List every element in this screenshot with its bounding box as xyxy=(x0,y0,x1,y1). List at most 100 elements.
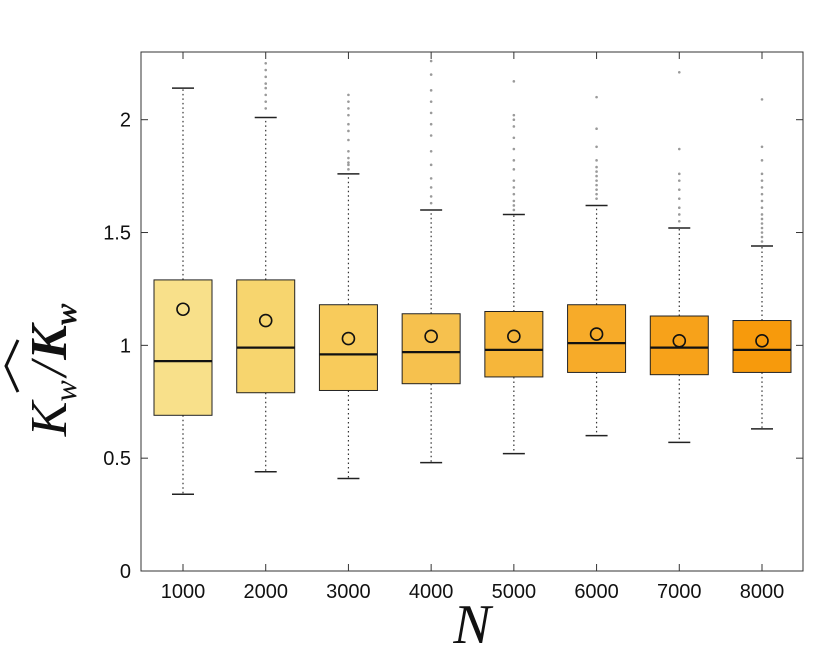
box xyxy=(649,315,709,376)
outlier-point xyxy=(264,86,268,90)
outlier-point xyxy=(347,93,350,97)
outlier-point xyxy=(677,213,681,216)
outlier-point xyxy=(760,199,764,203)
mean-marker xyxy=(424,329,438,344)
outlier-point xyxy=(512,159,516,162)
outlier-point xyxy=(347,156,350,160)
outlier-point xyxy=(512,179,516,182)
boxes-layer xyxy=(153,59,792,496)
outlier-point xyxy=(512,204,516,207)
outlier-point xyxy=(512,168,516,171)
mean-marker xyxy=(755,334,769,348)
outlier-point xyxy=(595,159,598,162)
y-axis-title-denominator: K xyxy=(21,322,78,361)
outlier-point xyxy=(347,168,350,171)
y-axis-title-numerator-sub: w xyxy=(47,380,83,402)
box-group xyxy=(236,61,296,473)
x-tick-label: 6000 xyxy=(574,581,619,603)
x-tick-label: 4000 xyxy=(409,581,454,603)
outlier-point xyxy=(347,161,350,164)
outlier-point xyxy=(595,145,598,149)
outlier-point xyxy=(595,95,598,99)
x-tick-label: 1000 xyxy=(161,581,206,603)
outlier-point xyxy=(595,127,598,131)
outlier-point xyxy=(264,82,268,85)
outlier-point xyxy=(760,98,764,101)
x-tick-label: 2000 xyxy=(243,581,288,603)
outlier-point xyxy=(595,188,598,191)
mean-marker xyxy=(258,313,273,328)
x-tick-label: 8000 xyxy=(740,581,785,603)
outlier-point xyxy=(760,172,764,176)
outlier-point xyxy=(512,186,516,189)
outlier-point xyxy=(595,170,598,173)
box xyxy=(236,279,296,394)
mean-marker xyxy=(341,331,356,346)
outlier-point xyxy=(429,59,433,63)
outlier-point xyxy=(512,125,516,128)
x-tick-label: 5000 xyxy=(492,581,537,603)
mean-marker xyxy=(672,334,687,348)
box-group xyxy=(318,93,378,480)
outlier-point xyxy=(677,188,681,191)
outlier-point xyxy=(429,89,433,92)
outlier-point xyxy=(677,147,681,151)
mean-marker xyxy=(507,329,521,344)
outlier-point xyxy=(429,134,433,137)
mean-marker xyxy=(176,302,190,317)
box-group xyxy=(153,87,213,496)
outlier-point xyxy=(760,206,764,209)
outlier-point xyxy=(760,213,764,216)
outlier-point xyxy=(677,206,681,209)
outlier-point xyxy=(677,219,681,223)
outlier-point xyxy=(512,147,516,151)
x-axis-title: N xyxy=(452,594,493,648)
outlier-point xyxy=(677,172,681,176)
outlier-point xyxy=(512,136,516,140)
outlier-point xyxy=(429,100,433,103)
axes-layer: 0 0.5 1 1.5 2 1000 2000 3000 4000 5000 6000 7000 800… xyxy=(103,52,803,603)
outlier-point xyxy=(429,201,433,205)
outlier-point xyxy=(429,195,433,198)
outlier-point xyxy=(512,192,516,196)
outlier-point xyxy=(677,179,681,182)
outlier-point xyxy=(677,71,681,74)
outlier-point xyxy=(264,61,268,65)
outlier-point xyxy=(429,163,433,167)
outlier-point xyxy=(512,113,516,117)
box-group xyxy=(732,98,792,430)
y-axis-title: Kw/Kw xyxy=(4,303,83,437)
outlier-point xyxy=(347,138,350,142)
outlier-point xyxy=(347,100,350,103)
box-group xyxy=(484,80,544,455)
box-group xyxy=(401,59,461,464)
outlier-point xyxy=(760,179,764,182)
outlier-point xyxy=(347,122,350,126)
outlier-point xyxy=(760,145,764,149)
outlier-point xyxy=(595,183,598,187)
outlier-point xyxy=(429,122,433,126)
outlier-point xyxy=(347,113,350,117)
outlier-point xyxy=(429,73,433,76)
outlier-point xyxy=(347,149,350,153)
outlier-point xyxy=(760,240,764,243)
y-tick-label: 1.5 xyxy=(103,223,131,245)
y-axis-title-slash: / xyxy=(21,357,78,379)
outlier-point xyxy=(264,100,268,103)
box xyxy=(484,311,544,378)
x-tick-label: 3000 xyxy=(326,581,371,603)
outlier-point xyxy=(429,149,433,153)
outlier-point xyxy=(595,197,598,200)
y-tick-label: 0.5 xyxy=(103,448,131,470)
outlier-point xyxy=(429,177,433,180)
y-axis-title-denominator-sub: w xyxy=(47,303,83,325)
y-tick-label: 2 xyxy=(120,110,131,132)
outlier-point xyxy=(760,235,764,239)
outlier-point xyxy=(347,129,350,133)
outlier-point xyxy=(264,68,268,72)
outlier-point xyxy=(760,186,764,189)
outlier-point xyxy=(760,226,764,230)
box-group xyxy=(649,71,709,444)
